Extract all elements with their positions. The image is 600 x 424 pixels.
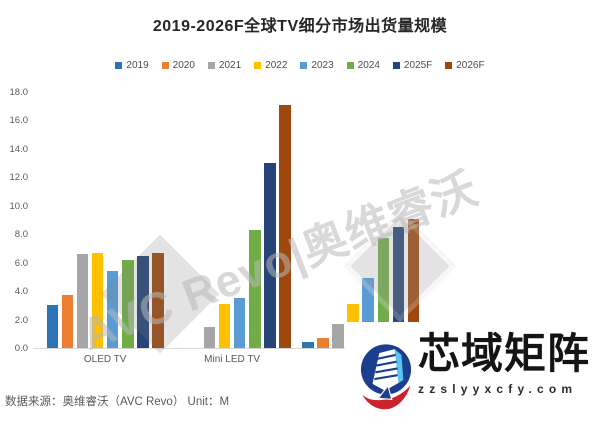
- logo-url: zzslyyxcfy.com: [418, 382, 578, 397]
- bar-2021-oled-tv: [76, 254, 89, 348]
- legend-item-2024: 2024: [346, 60, 380, 71]
- y-axis-tick: 12.0: [9, 172, 29, 184]
- legend-label: 2026F: [456, 60, 485, 71]
- bar-2026F-group-3: [407, 218, 420, 348]
- bar-2022-oled-tv: [91, 252, 104, 348]
- bar-2026F-mini-led-tv: [279, 104, 291, 348]
- bar-2023-oled-tv: [106, 271, 119, 348]
- logo-overlay: 芯域矩阵 zzslyyxcfy.com: [345, 322, 600, 424]
- logo-name: 芯域矩阵: [418, 332, 591, 378]
- legend-swatch-icon: [392, 62, 400, 69]
- chart-title: 2019-2026F全球TV细分市场出货量规模: [152, 18, 448, 35]
- legend-swatch-icon: [346, 62, 354, 69]
- legend-label: 2021: [218, 60, 242, 71]
- bar-2020-group-3: [317, 338, 329, 348]
- legend-swatch-icon: [115, 62, 123, 69]
- bar-2021-group-3: [332, 323, 344, 348]
- y-axis-tick: 4.0: [14, 286, 28, 298]
- y-axis-tick: 6.0: [14, 257, 28, 269]
- legend-item-2020: 2020: [161, 60, 195, 71]
- y-axis-tick: 18.0: [9, 87, 29, 98]
- x-axis-label-mini-led-tv: Mini LED TV: [204, 354, 261, 365]
- bar-2022-mini-led-tv: [218, 303, 231, 348]
- legend-item-2023: 2023: [300, 60, 334, 71]
- legend-label: 2019: [126, 60, 149, 71]
- legend-item-2025F: 2025F: [392, 60, 433, 71]
- legend-item-2019: 2019: [115, 60, 149, 71]
- bar-2025F-oled-tv: [137, 255, 149, 348]
- bar-2019-group-3: [302, 342, 314, 348]
- legend-swatch-icon: [300, 62, 308, 69]
- legend-item-2022: 2022: [254, 60, 287, 71]
- bar-2024-group-3: [377, 238, 390, 348]
- bar-2025F-group-3: [392, 227, 405, 348]
- x-axis-line: [33, 348, 594, 349]
- legend-label: 2022: [265, 60, 288, 71]
- legend-item-2026F: 2026F: [445, 60, 485, 71]
- bar-2025F-mini-led-tv: [264, 163, 276, 348]
- legend-swatch-icon: [161, 62, 169, 69]
- bar-2024-oled-tv: [121, 259, 134, 348]
- legend-label: 2023: [311, 60, 334, 71]
- bar-2021-mini-led-tv: [203, 326, 216, 348]
- y-axis-tick: 8.0: [14, 229, 28, 241]
- data-source-note: 数据来源：奥维睿沃（AVC Revo） Unit：M: [5, 396, 230, 408]
- legend-swatch-icon: [254, 62, 262, 69]
- bar-2026F-oled-tv: [152, 252, 164, 348]
- y-axis-tick: 10.0: [9, 200, 29, 212]
- bar-2023-mini-led-tv: [233, 298, 246, 348]
- bar-2024-mini-led-tv: [248, 229, 261, 348]
- chart-legend: 2019 2020 2021 2022 2023 2024 2025F 2026F: [0, 60, 600, 71]
- legend-item-2021: 2021: [207, 60, 242, 71]
- bar-2020-oled-tv: [61, 295, 74, 348]
- legend-label: 2024: [357, 60, 380, 71]
- legend-swatch-icon: [445, 62, 453, 69]
- legend-label: 2025F: [403, 60, 433, 71]
- legend-label: 2020: [172, 60, 195, 71]
- bar-2023-group-3: [362, 278, 375, 348]
- y-axis-tick: 0.0: [14, 343, 28, 354]
- y-axis-tick: 2.0: [14, 314, 28, 326]
- y-axis-tick: 16.0: [9, 115, 29, 127]
- legend-swatch-icon: [207, 62, 215, 69]
- x-axis-label-oled-tv: OLED TV: [83, 354, 127, 365]
- logo-building-icon: [360, 344, 413, 411]
- y-axis-tick: 14.0: [9, 143, 29, 155]
- bar-2019-oled-tv: [46, 305, 59, 348]
